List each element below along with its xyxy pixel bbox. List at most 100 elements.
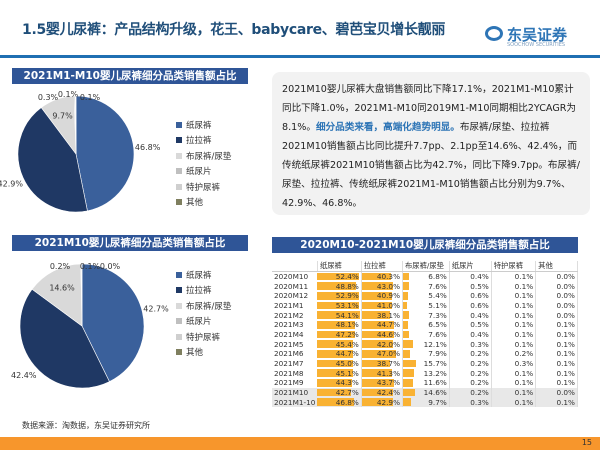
table-row: 2021M3 48.1% 44.7% 6.5% 0.5% 0.1% 0.1% xyxy=(272,319,578,330)
table-cell: 45.0% xyxy=(317,358,362,369)
pie-chart-m10: 42.7% 42.4% 14.6% 0.2% 0.1% 0.0% xyxy=(11,262,169,389)
legend-item: 特护尿裤 xyxy=(176,329,231,345)
data-bar xyxy=(361,311,390,319)
row-label: 2021M1 xyxy=(274,300,304,310)
table-cell: 0.2% xyxy=(449,349,492,359)
data-bar xyxy=(361,301,392,310)
table-cell: 15.7% xyxy=(402,358,450,369)
table-cell: 0.1% xyxy=(491,378,537,388)
table-row: 2020M10 52.4% 40.3% 6.8% 0.4% 0.1% 0.0% xyxy=(272,271,578,282)
table-cell: 0.1% xyxy=(491,329,537,340)
table-cell: 0.5% xyxy=(449,319,492,330)
summary-textbox: 2021M10婴儿尿裤大盘销售额同比下降17.1%，2021M1-M10累计同比… xyxy=(272,72,590,215)
share-table: 纸尿裤 拉拉裤 布尿裤/尿垫 纸尿片 特护尿裤 其他 2020M10 52.4% 40.3% 6.… xyxy=(272,261,578,408)
table-cell: 0.1% xyxy=(535,358,578,369)
table-cell: 7.3% xyxy=(402,310,450,320)
table-cell: 42.0% xyxy=(361,339,404,349)
summary-highlight: 细分品类来看，高端化趋势明显。 xyxy=(315,122,460,133)
table-header-row: 纸尿裤 拉拉裤 布尿裤/尿垫 纸尿片 特护尿裤 其他 xyxy=(272,261,578,272)
table-cell: 45.4% xyxy=(317,339,362,349)
pie-data-label: 42.4% xyxy=(11,371,37,380)
data-bar xyxy=(317,320,356,329)
pie-chart-m1-m10: 46.8%42.9%9.7%0.3% 0.1% 0.1% xyxy=(0,90,161,213)
data-bar xyxy=(317,273,359,281)
table-row: 2020M12 52.9% 40.9% 5.4% 0.6% 0.1% 0.0% xyxy=(272,290,578,301)
table-cell: 0.1% xyxy=(535,339,578,349)
column-header: 特护尿裤 xyxy=(491,261,537,272)
pie-data-label: 42.9% xyxy=(0,179,23,188)
table-cell: 0.1% xyxy=(491,300,537,311)
data-bar xyxy=(403,301,408,310)
table-cell: 0.1% xyxy=(535,329,578,340)
table-cell: 47.2% xyxy=(317,329,362,340)
legend-item: 纸尿片 xyxy=(176,164,231,180)
pie-data-label: 14.6% xyxy=(49,283,75,292)
legend-label: 纸尿片 xyxy=(186,317,212,328)
table-row: 2021M7 45.0% 38.7% 15.7% 0.2% 0.3% 0.1% xyxy=(272,358,578,369)
table-cell: 7.9% xyxy=(402,349,450,359)
column-header: 布尿裤/尿垫 xyxy=(402,261,450,272)
data-bar xyxy=(403,340,414,348)
legend-item: 纸尿片 xyxy=(176,314,231,330)
legend-swatch xyxy=(176,271,182,278)
table-cell: 0.1% xyxy=(491,290,537,301)
row-label: 2021M1-10 xyxy=(272,397,318,408)
data-bar xyxy=(403,379,413,387)
table-cell: 0.2% xyxy=(449,378,492,388)
table-cell: 44.6% xyxy=(361,329,404,340)
pie-data-label: 0.1% xyxy=(80,262,101,271)
data-bar xyxy=(317,301,360,310)
pie1-title: 2021M1-M10婴儿尿裤细分品类销售额占比 xyxy=(12,68,248,84)
column-header: 纸尿片 xyxy=(449,261,492,272)
row-label: 2021M6 xyxy=(274,349,304,359)
table-row: 2021M10 42.7% 42.4% 14.6% 0.2% 0.1% 0.0% xyxy=(272,387,578,398)
table-cell: 38.7% xyxy=(361,358,404,369)
row-label: 2020M12 xyxy=(274,291,309,301)
pie-slice-0 xyxy=(81,263,145,382)
row-label: 2020M11 xyxy=(274,281,309,291)
pie-data-label: 9.7% xyxy=(52,112,73,121)
pie2-legend: 纸尿裤 拉拉裤 布尿裤/尿垫 纸尿片 特护尿裤 其他 xyxy=(176,267,231,360)
data-bar xyxy=(317,340,354,348)
table-row: 2021M9 44.3% 43.7% 11.6% 0.2% 0.1% 0.1% xyxy=(272,378,578,388)
table-row: 2021M1-10 46.8% 42.9% 9.7% 0.3% 0.1% 0.1% xyxy=(272,397,578,408)
data-bar xyxy=(361,398,394,407)
table-cell: 0.3% xyxy=(449,397,492,408)
data-bar xyxy=(361,320,395,329)
table-cell: 11.6% xyxy=(402,378,450,388)
table-cell: 42.9% xyxy=(361,397,404,408)
table-cell: 7.6% xyxy=(402,281,450,291)
table-cell: 53.1% xyxy=(317,300,362,311)
data-bar xyxy=(317,398,355,407)
row-label: 2021M4 xyxy=(274,329,304,339)
table-cell: 0.1% xyxy=(491,368,537,379)
page-title: 1.5婴儿尿裤：产品结构升级，花王、babycare、碧芭宝贝增长靓丽 xyxy=(22,22,446,38)
table-cell: 9.7% xyxy=(402,397,450,408)
table-row: 2021M1 53.1% 41.0% 5.1% 0.6% 0.1% 0.0% xyxy=(272,300,578,311)
pie-data-label: 0.1% xyxy=(58,90,79,99)
table-cell: 5.4% xyxy=(402,290,450,301)
legend-swatch xyxy=(176,152,182,159)
table-cell: 13.2% xyxy=(402,368,450,379)
legend-label: 布尿裤/尿垫 xyxy=(186,301,232,312)
data-bar xyxy=(361,282,394,290)
table-cell: 42.4% xyxy=(361,387,404,398)
pie-data-label: 0.0% xyxy=(100,262,121,271)
table-cell: 0.4% xyxy=(449,310,492,320)
table-cell: 12.1% xyxy=(402,339,450,349)
table-cell: 0.2% xyxy=(491,349,537,359)
table-title: 2020M10-2021M10婴儿尿裤细分品类销售额占比 xyxy=(272,237,578,253)
table-cell: 38.1% xyxy=(361,310,404,320)
table-cell: 0.2% xyxy=(449,368,492,379)
legend-label: 其他 xyxy=(186,348,204,359)
table-cell: 52.4% xyxy=(317,271,362,282)
table-cell: 0.1% xyxy=(491,319,537,330)
legend-swatch xyxy=(176,137,182,144)
table-cell: 0.1% xyxy=(491,397,537,408)
data-bar xyxy=(403,273,409,281)
table-row: 2021M4 47.2% 44.6% 7.6% 0.4% 0.1% 0.1% xyxy=(272,329,578,340)
data-bar xyxy=(403,282,410,290)
table-cell: 0.0% xyxy=(535,281,578,291)
table-cell: 0.1% xyxy=(535,397,578,408)
column-header: 纸尿裤 xyxy=(317,261,362,272)
